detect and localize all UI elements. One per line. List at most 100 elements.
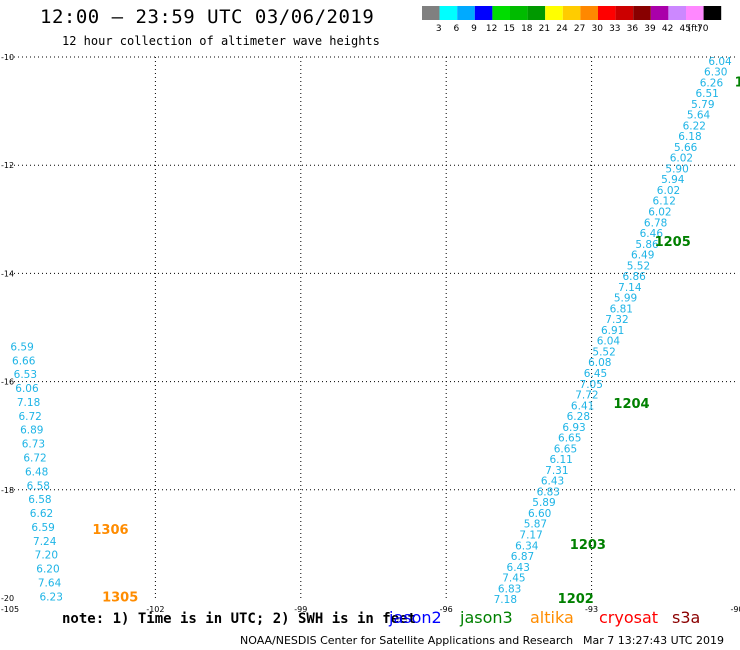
legend-swatch <box>422 6 440 20</box>
wave-height-value: 5.94 <box>661 174 685 186</box>
legend-swatch <box>668 6 686 20</box>
legend-label: 12 <box>486 24 497 34</box>
wave-height-value: 7.45 <box>502 573 525 585</box>
y-tick-label: -14 <box>1 269 14 278</box>
satellite-altika: altika <box>530 608 574 627</box>
legend-swatch <box>527 6 546 20</box>
legend-swatch <box>650 6 669 20</box>
wave-height-value: 7.32 <box>605 314 628 326</box>
legend-swatch <box>492 6 510 20</box>
wave-height-value: 6.02 <box>670 153 693 165</box>
wave-height-value: 5.99 <box>614 293 637 305</box>
wave-height-value: 6.65 <box>554 443 577 455</box>
legend-swatch <box>633 6 651 20</box>
legend-swatch <box>510 6 528 20</box>
y-tick-label: -12 <box>1 161 14 170</box>
wave-height-value: 6.66 <box>12 355 36 367</box>
wave-height-value: 5.64 <box>687 110 711 122</box>
x-tick-label: -96 <box>440 605 453 614</box>
wave-height-value: 6.78 <box>644 217 667 229</box>
legend-label: 33 <box>609 24 620 34</box>
wave-height-value: 6.11 <box>549 454 572 466</box>
x-tick-label: -90 <box>730 605 740 614</box>
wave-height-value: 6.81 <box>610 303 633 315</box>
wave-height-value: 6.83 <box>537 486 560 498</box>
legend-swatch <box>615 6 634 20</box>
wave-height-value: 6.65 <box>558 433 581 445</box>
legend-swatch <box>562 6 581 20</box>
wave-height-value: 7.18 <box>17 397 40 409</box>
wave-height-value: 7.05 <box>580 379 603 391</box>
wave-height-value: 6.18 <box>678 131 701 143</box>
wave-height-value: 6.06 <box>15 383 39 395</box>
y-tick-label: -18 <box>1 486 14 495</box>
wave-height-value: 5.89 <box>532 497 555 509</box>
wave-height-value: 6.91 <box>601 325 624 337</box>
map-title: 12:00 – 23:59 UTC 03/06/2019 <box>40 6 375 28</box>
wave-height-value: 5.52 <box>592 346 615 358</box>
wave-height-value: 7.18 <box>494 594 517 606</box>
map-plot: -105 -102 -99 -96 -93 -90 -10 -12 -14 -16 -18 -20 7.… <box>1 53 740 614</box>
track-time-label: 1306 <box>92 523 128 538</box>
track-time-label: 1203 <box>570 538 606 553</box>
legend-swatch <box>580 6 598 20</box>
legend-swatch <box>439 6 458 20</box>
wave-height-value: 6.43 <box>507 562 530 574</box>
wave-height-value: 6.43 <box>541 476 564 488</box>
legend-label: 39 <box>644 24 656 34</box>
legend-unit: (ft) <box>688 24 702 34</box>
wave-height-value: 6.58 <box>27 480 50 492</box>
wave-height-value: 5.86 <box>635 239 659 251</box>
wave-height-value: 6.26 <box>700 77 724 89</box>
wave-height-value: 6.04 <box>708 56 732 68</box>
legend-label: 15 <box>503 24 514 34</box>
y-tick-label: -10 <box>1 53 14 62</box>
wave-height-value: 6.87 <box>511 551 534 563</box>
track-time-label: 1204 <box>613 397 649 412</box>
legend-label: 6 <box>454 24 460 34</box>
wave-height-value: 6.12 <box>653 196 676 208</box>
wave-height-value: 6.58 <box>28 494 51 506</box>
legend-swatch <box>598 6 616 20</box>
wave-height-value: 6.73 <box>22 439 45 451</box>
y-tick-label: -16 <box>1 378 14 387</box>
wave-height-value: 6.59 <box>10 341 33 353</box>
wave-height-value: 6.41 <box>571 400 594 412</box>
legend-label: 18 <box>521 24 533 34</box>
wave-height-value: 6.08 <box>588 357 611 369</box>
legend-label: 45 <box>679 24 690 34</box>
wave-height-value: 6.02 <box>657 185 680 197</box>
wave-height-value: 6.49 <box>631 250 654 262</box>
wave-height-value: 6.45 <box>584 368 607 380</box>
legend-swatch <box>457 6 475 20</box>
wave-height-value: 5.79 <box>691 99 714 111</box>
wave-height-value: 6.62 <box>30 508 53 520</box>
credit-text: NOAA/NESDIS Center for Satellite Applica… <box>240 634 574 647</box>
legend-swatch <box>474 6 493 20</box>
wave-height-value: 6.51 <box>695 88 718 100</box>
map-subtitle: 12 hour collection of altimeter wave hei… <box>62 34 380 48</box>
wave-height-value: 6.23 <box>40 591 63 603</box>
legend-label: 42 <box>662 24 673 34</box>
wave-height-value: 5.52 <box>627 260 650 272</box>
wave-height-value: 6.83 <box>498 583 521 595</box>
wave-height-value: 6.59 <box>31 522 54 534</box>
wave-height-value: 7.72 <box>575 390 598 402</box>
track-time-label: 1202 <box>558 592 594 607</box>
footer-note: note: 1) Time is in UTC; 2) SWH is in fe… <box>62 611 417 627</box>
legend-label: 70 <box>697 24 709 34</box>
wave-height-value: 6.72 <box>18 411 41 423</box>
wave-height-value: 6.72 <box>23 453 46 465</box>
wave-height-value: 6.28 <box>567 411 590 423</box>
wave-height-value: 6.30 <box>704 67 727 79</box>
legend-label: 24 <box>556 24 568 34</box>
wave-height-value: 5.87 <box>524 519 547 531</box>
wave-height-value: 6.46 <box>640 228 664 240</box>
wave-height-value: 5.90 <box>665 163 688 175</box>
wave-height-value: 7.64 <box>38 577 62 589</box>
wave-height-value: 6.93 <box>562 422 585 434</box>
legend-swatch <box>686 6 704 20</box>
wave-height-value: 6.22 <box>683 120 706 132</box>
wave-height-value: 7.31 <box>545 465 568 477</box>
legend-swatch <box>703 6 722 20</box>
